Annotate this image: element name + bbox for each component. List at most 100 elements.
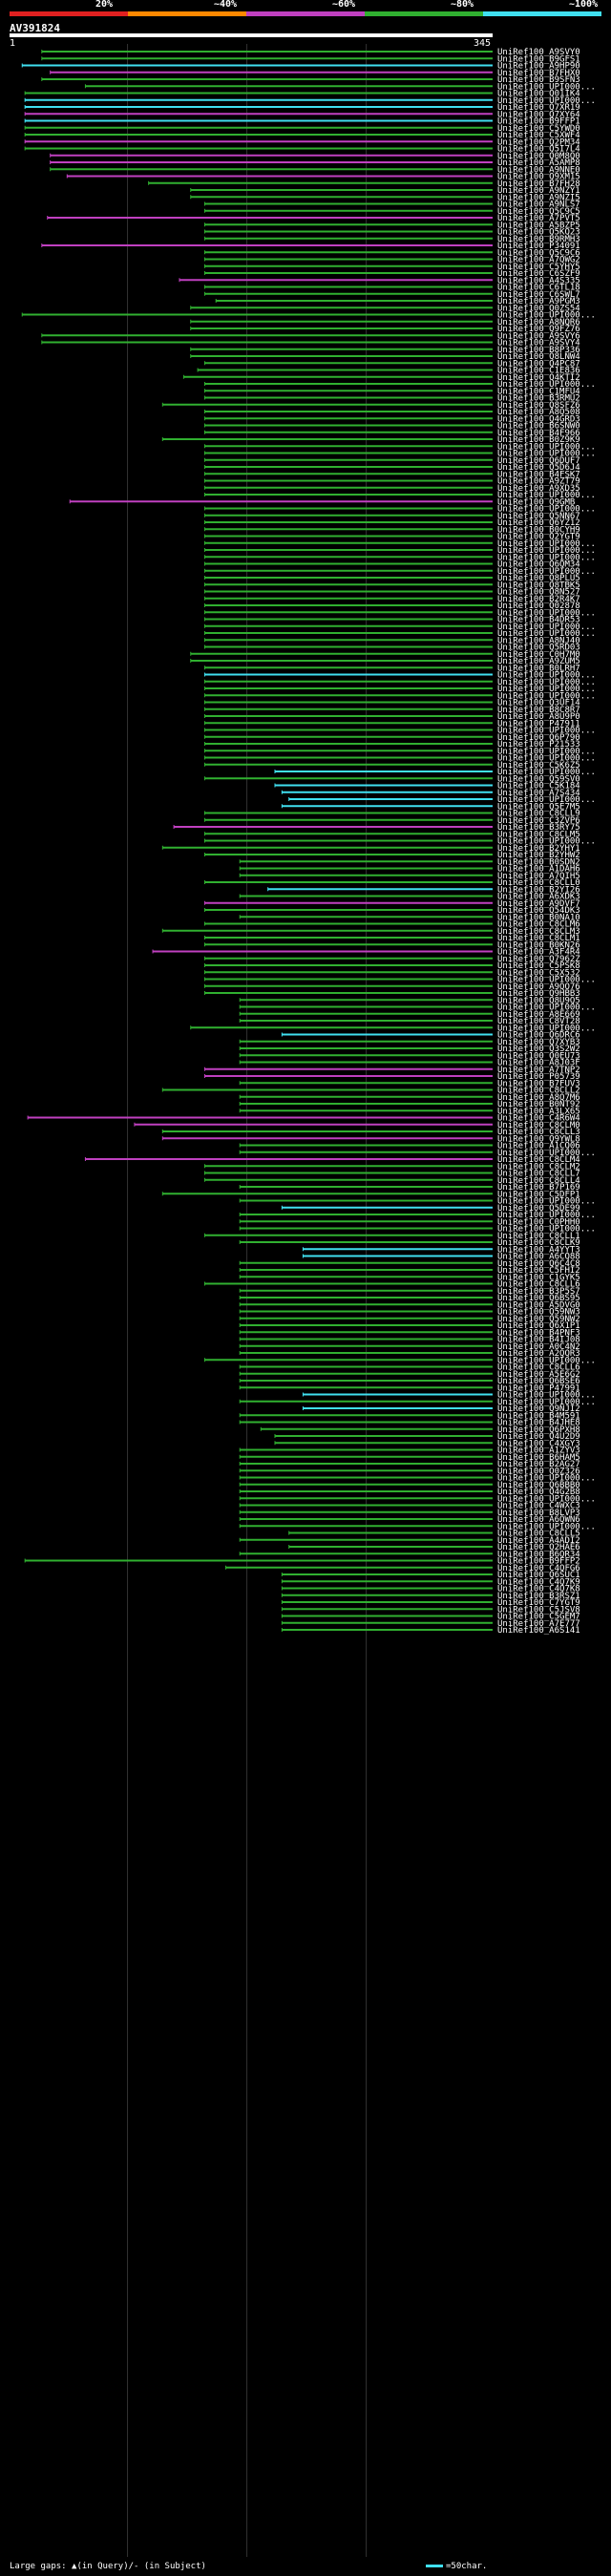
hit-label[interactable]: UniRef100_C3ZVP6	[497, 816, 580, 826]
hit-label[interactable]: UniRef100_C5XWF4	[497, 131, 580, 140]
hit-label[interactable]: UniRef100_UPI000...	[497, 629, 596, 639]
hit-label[interactable]: UniRef100_UPI000...	[497, 1225, 596, 1235]
hit-label[interactable]: UniRef100_C8CLL4	[497, 1176, 580, 1186]
hit-label[interactable]: UniRef100_UPI000...	[497, 795, 596, 805]
hit-label[interactable]: UniRef100_Q6C4C8	[497, 1259, 580, 1269]
hit-label[interactable]: UniRef100_Q02878	[497, 602, 580, 611]
hit-label[interactable]: UniRef100_UPI000...	[497, 311, 596, 321]
hit-label[interactable]: UniRef100_Q6YZ12	[497, 518, 580, 528]
hit-label[interactable]: UniRef100_Q0M8Q0	[497, 152, 580, 161]
hit-label[interactable]: UniRef100_Q5RD03	[497, 644, 580, 653]
hit-label[interactable]: UniRef100_Q5KQ23	[497, 228, 580, 238]
hit-label[interactable]: UniRef100_Q6P790	[497, 733, 580, 743]
hit-label[interactable]: UniRef100_P05739	[497, 1072, 580, 1082]
hit-label[interactable]: UniRef100_A9SVY0	[497, 48, 580, 57]
hit-label[interactable]: UniRef100_Q3S2W2	[497, 1045, 580, 1054]
hit-label[interactable]: UniRef100_C8CLL6	[497, 1363, 580, 1373]
hit-label[interactable]: UniRef100_UPI000...	[497, 1003, 596, 1013]
hit-label[interactable]: UniRef100_UPI000...	[497, 1398, 596, 1407]
hit-label[interactable]: UniRef100_B0CYH9	[497, 525, 580, 535]
hit-label[interactable]: UniRef100_C5PSK8	[497, 961, 580, 971]
hit-label[interactable]: UniRef100_A9NZI5	[497, 193, 580, 202]
hit-label[interactable]: UniRef100_B4PNF3	[497, 1328, 580, 1338]
hit-label[interactable]: UniRef100_C8CLL9	[497, 810, 580, 819]
hit-label[interactable]: UniRef100_Q01IK4	[497, 90, 580, 99]
hit-label[interactable]: UniRef100_A8Q7M6	[497, 1093, 580, 1103]
hit-label[interactable]: UniRef100_P47911	[497, 719, 580, 728]
hit-label[interactable]: UniRef100_C4QFG6	[497, 1564, 580, 1573]
hit-label[interactable]: UniRef100_Q9NJI2	[497, 1404, 580, 1414]
hit-label[interactable]: UniRef100_Q2HAE6	[497, 1543, 580, 1552]
hit-label[interactable]: UniRef100_C6SZF9	[497, 269, 580, 279]
hit-label[interactable]: UniRef100_A1CQ06	[497, 1142, 580, 1151]
hit-label[interactable]: UniRef100_UPI000...	[497, 685, 596, 694]
hit-label[interactable]: UniRef100_C4Q7K9	[497, 1577, 580, 1587]
hit-label[interactable]: UniRef100_UPI000...	[497, 754, 596, 764]
hit-label[interactable]: UniRef100_Q6BS95	[497, 1294, 580, 1303]
hit-label[interactable]: UniRef100_B9FFP2	[497, 1557, 580, 1567]
hit-label[interactable]: UniRef100_A9SVY6	[497, 331, 580, 341]
hit-label[interactable]: UniRef100_UPI000...	[497, 1494, 596, 1504]
hit-label[interactable]: UniRef100_Q9YWL8	[497, 1134, 580, 1144]
hit-label[interactable]: UniRef100_C8CLM3	[497, 927, 580, 937]
hit-label[interactable]: UniRef100_A8NJ40	[497, 636, 580, 645]
hit-label[interactable]: UniRef100_Q0ZS54	[497, 304, 580, 313]
hit-label[interactable]: UniRef100_UPI000...	[497, 837, 596, 847]
hit-label[interactable]: UniRef100_Q6BSE6	[497, 1377, 580, 1386]
hit-label[interactable]: UniRef100_Q5C9C5	[497, 207, 580, 217]
hit-label[interactable]: UniRef100_C6SWL7	[497, 290, 580, 300]
hit-label[interactable]: UniRef100_UPI000...	[497, 727, 596, 736]
hit-label[interactable]: UniRef100_Q59SV0	[497, 774, 580, 784]
hit-label[interactable]: UniRef100_C8CLL0	[497, 878, 580, 888]
hit-label[interactable]: UniRef100_A9DVF7	[497, 899, 580, 909]
hit-label[interactable]: UniRef100_C5FHI2	[497, 1266, 580, 1276]
hit-label[interactable]: UniRef100_UPI000...	[497, 567, 596, 577]
hit-label[interactable]: UniRef100_C1MFU4	[497, 387, 580, 396]
hit-label[interactable]: UniRef100_C8CLM4	[497, 1155, 580, 1165]
hit-label[interactable]: UniRef100_UPI000...	[497, 691, 596, 701]
hit-label[interactable]: UniRef100_C5DFP1	[497, 1190, 580, 1199]
hit-label[interactable]: UniRef100_C8CLL7	[497, 1170, 580, 1179]
hit-label[interactable]: UniRef100_B9FFP1	[497, 117, 580, 127]
hit-label[interactable]: UniRef100_Q9HBB3	[497, 989, 580, 999]
hit-label[interactable]: UniRef100_C8CLL1	[497, 1232, 580, 1241]
hit-label[interactable]: UniRef100_Q6BBB0	[497, 1481, 580, 1490]
hit-label[interactable]: UniRef100_C5JSV8	[497, 1605, 580, 1615]
hit-label[interactable]: UniRef100_A9SVY4	[497, 339, 580, 348]
hit-label[interactable]: UniRef100_B9RMH3	[497, 235, 580, 244]
hit-label[interactable]: UniRef100_B9GFS1	[497, 54, 580, 64]
hit-label[interactable]: UniRef100_A8U9P0	[497, 712, 580, 722]
hit-label[interactable]: UniRef100_UPI000...	[497, 1391, 596, 1401]
hit-label[interactable]: UniRef100_A9XD35	[497, 484, 580, 494]
hit-label[interactable]: UniRef100_A7QIH5	[497, 872, 580, 881]
hit-label[interactable]: UniRef100_A9ZUM5	[497, 657, 580, 666]
hit-label[interactable]: UniRef100_A7PVT5	[497, 214, 580, 223]
hit-label[interactable]: UniRef100_A7S434	[497, 789, 580, 798]
hit-label[interactable]: UniRef100_A5DVG0	[497, 1300, 580, 1310]
hit-label[interactable]: UniRef100_UPI000...	[497, 1024, 596, 1033]
hit-label[interactable]: UniRef100_B0SDN2	[497, 857, 580, 867]
hit-label[interactable]: UniRef100_Q5E7M5	[497, 802, 580, 812]
hit-label[interactable]: UniRef100_C0PHH0	[497, 1217, 580, 1227]
hit-label[interactable]: UniRef100_Q2PM34	[497, 137, 580, 147]
hit-label[interactable]: UniRef100_Q9XM15	[497, 173, 580, 182]
hit-label[interactable]: UniRef100_UPI000...	[497, 505, 596, 515]
hit-label[interactable]: UniRef100_UPI000...	[497, 546, 596, 556]
hit-label[interactable]: UniRef100_Q6DRC6	[497, 1031, 580, 1041]
hit-label[interactable]: UniRef100_C1GYK5	[497, 1273, 580, 1282]
hit-label[interactable]: UniRef100_Q4GRD3	[497, 414, 580, 424]
hit-label[interactable]: UniRef100_UPI000...	[497, 1356, 596, 1365]
hit-label[interactable]: UniRef100_B0Z9K9	[497, 435, 580, 445]
hit-label[interactable]: UniRef100_B6SNW0	[497, 422, 580, 432]
hit-label[interactable]: UniRef100_B4DR53	[497, 616, 580, 625]
hit-label[interactable]: UniRef100_Q4KTI2	[497, 373, 580, 383]
hit-label[interactable]: UniRef100_B7FHX0	[497, 69, 580, 78]
hit-label[interactable]: UniRef100_Q0Z326	[497, 1467, 580, 1476]
hit-label[interactable]: UniRef100_UPI000...	[497, 1474, 596, 1484]
hit-label[interactable]: UniRef100_Q59NW2	[497, 1315, 580, 1324]
hit-label[interactable]: UniRef100_A5BZP5	[497, 221, 580, 230]
hit-label[interactable]: UniRef100_C6TL18	[497, 284, 580, 293]
hit-label[interactable]: UniRef100_Q5C9C6	[497, 248, 580, 258]
hit-label[interactable]: UniRef100_Q8SFZ6	[497, 401, 580, 411]
hit-label[interactable]: UniRef100_C0H7M0	[497, 650, 580, 660]
